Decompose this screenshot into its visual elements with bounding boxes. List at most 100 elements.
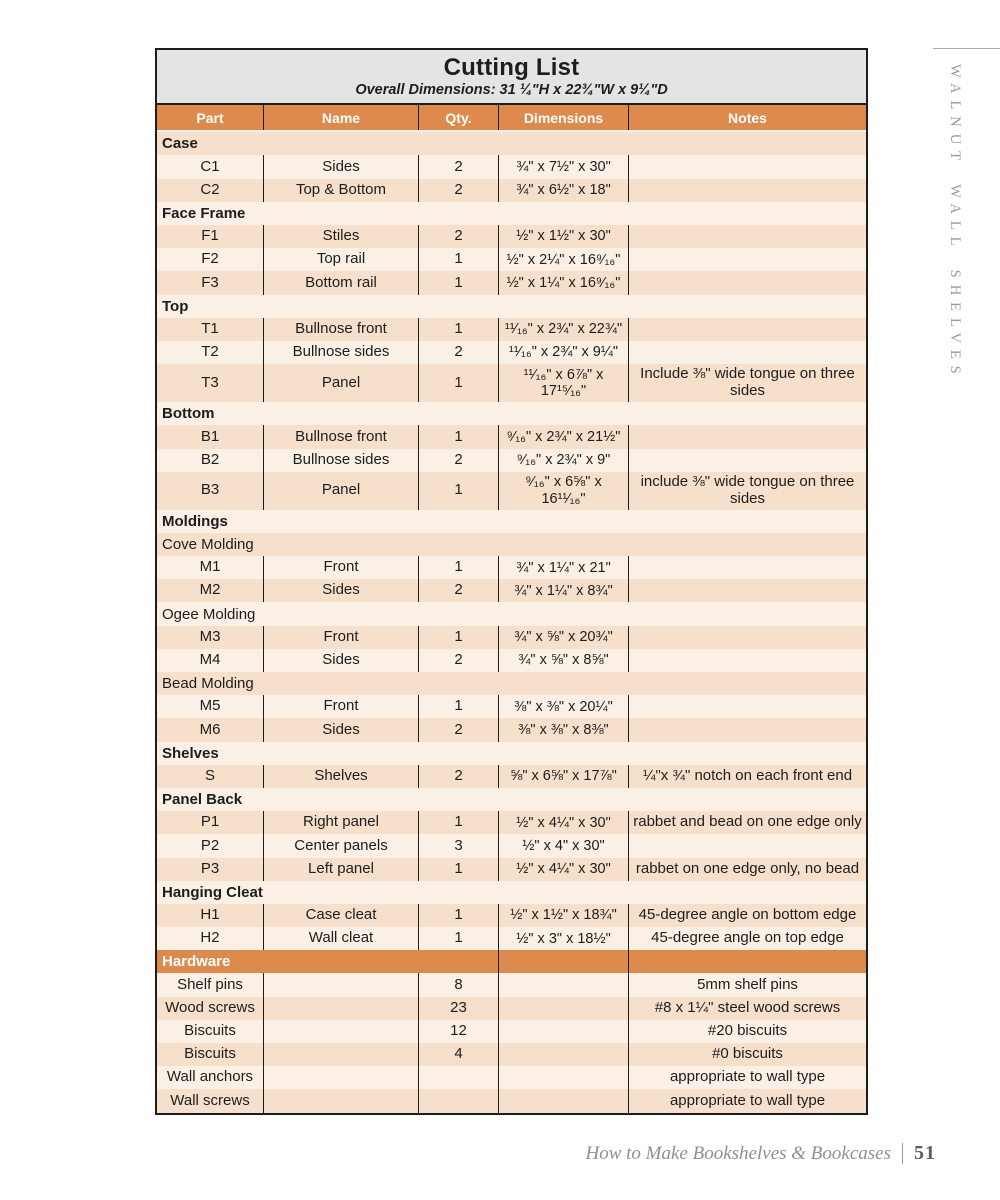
hardware-bar-dim-cell: [498, 950, 628, 974]
hardware-section-label: Hardware: [162, 953, 231, 971]
table-row: T1 Bullnose front 1 ¹¹⁄₁₆" x 2¾" x 22¾": [157, 317, 866, 341]
row-cell-qty: 2: [418, 225, 498, 249]
row-cell-name: Sides: [263, 579, 418, 603]
row-cell-notes: [628, 340, 866, 365]
row-cell-part: M5: [199, 697, 221, 715]
row-cell-notes: Include ⅜" wide tongue on three sides: [628, 364, 866, 403]
table-row: Biscuits 4 #0 biscuits: [157, 1043, 866, 1067]
column-header-notes: Notes: [628, 105, 866, 131]
row-cell-part: M1: [199, 558, 221, 576]
row-cell-dimensions: ⅜" x ⅜" x 20¼": [498, 695, 628, 719]
row-cell-part: M3: [199, 627, 221, 645]
row-cell-dimensions: ¾" x ⅝" x 20¾": [498, 625, 628, 649]
row-cell-qty: 2: [418, 340, 498, 365]
row-cell-name: Sides: [263, 155, 418, 179]
footer-divider: [902, 1143, 903, 1164]
hardware-bar-notes-cell: [628, 950, 866, 974]
section-header-row: Face Frame: [157, 201, 866, 226]
row-cell-notes: [628, 556, 866, 580]
row-cell-notes: [628, 448, 866, 472]
row-cell-part: M4: [199, 651, 221, 669]
table-row: T2 Bullnose sides 2 ¹¹⁄₁₆" x 2¾" x 9¼": [157, 340, 866, 365]
row-cell-notes: [628, 425, 866, 449]
row-cell-dimensions: ¾" x 6½" x 18": [498, 178, 628, 202]
row-cell-dimensions: ¾" x 1¼" x 21": [498, 556, 628, 580]
table-row: M4 Sides 2 ¾" x ⅝" x 8⅝": [157, 648, 866, 673]
row-cell-part: T2: [201, 343, 219, 361]
row-cell-part: M2: [199, 581, 221, 599]
row-cell-name: [263, 996, 418, 1020]
row-cell-dimensions: ¹¹⁄₁₆" x 2¾" x 22¾": [498, 317, 628, 341]
section-header-row: Panel Back: [157, 787, 866, 812]
row-cell-dimensions: ½" x 2¼" x 16⁹⁄₁₆": [498, 248, 628, 272]
row-cell-name: Right panel: [263, 811, 418, 835]
row-cell-name: Left panel: [263, 857, 418, 881]
row-cell-part: Biscuits: [184, 1045, 236, 1063]
row-cell-name: [263, 973, 418, 997]
row-cell-qty: 1: [418, 695, 498, 719]
row-cell-qty: 23: [418, 996, 498, 1020]
row-cell-name: Bottom rail: [263, 271, 418, 295]
row-cell-notes: [628, 248, 866, 272]
row-cell-qty: 1: [418, 556, 498, 580]
table-row: C2 Top & Bottom 2 ¾" x 6½" x 18": [157, 178, 866, 202]
table-row: Wall screws appropriate to wall type: [157, 1089, 866, 1113]
hardware-section-bar: Hardware: [157, 950, 866, 974]
row-cell-name: Top & Bottom: [263, 178, 418, 202]
row-cell-name: Bullnose front: [263, 425, 418, 449]
row-cell-dimensions: ¾" x ⅝" x 8⅝": [498, 648, 628, 673]
row-cell-dimensions: ¾" x 7½" x 30": [498, 155, 628, 179]
table-row: M6 Sides 2 ⅜" x ⅜" x 8⅜": [157, 718, 866, 742]
row-cell-name: [263, 1066, 418, 1090]
row-cell-name: [263, 1089, 418, 1113]
row-cell-qty: 1: [418, 248, 498, 272]
row-cell-qty: 1: [418, 903, 498, 928]
row-cell-qty: 8: [418, 973, 498, 997]
row-cell-part: H1: [200, 906, 220, 924]
row-cell-notes: #20 biscuits: [628, 1019, 866, 1044]
row-cell-qty: [418, 1066, 498, 1090]
row-cell-notes: [628, 155, 866, 179]
row-cell-part: M6: [199, 720, 221, 738]
table-row: H2 Wall cleat 1 ½" x 3" x 18½" 45-degree ang…: [157, 927, 866, 951]
table-row: S Shelves 2 ⅝" x 6⅝" x 17⅞" ¼"x ¾" notch on …: [157, 764, 866, 788]
section-header-row: Bead Molding: [157, 672, 866, 696]
row-cell-part: T1: [201, 319, 219, 337]
row-cell-dimensions: ¾" x 1¼" x 8¾": [498, 579, 628, 603]
table-row: H1 Case cleat 1 ½" x 1½" x 18¾" 45-degree an…: [157, 903, 866, 928]
row-cell-name: Bullnose front: [263, 317, 418, 341]
row-cell-qty: 1: [418, 317, 498, 341]
table-row: Shelf pins 8 5mm shelf pins: [157, 973, 866, 997]
row-cell-dimensions: [498, 1043, 628, 1067]
row-cell-notes: include ⅜" wide tongue on three sides: [628, 471, 866, 510]
row-cell-dimensions: [498, 1089, 628, 1113]
row-cell-part: F2: [201, 250, 219, 268]
table-row: F1 Stiles 2 ½" x 1½" x 30": [157, 225, 866, 249]
row-cell-dimensions: ¹¹⁄₁₆" x 2¾" x 9¼": [498, 340, 628, 365]
row-cell-part: B2: [200, 450, 220, 468]
row-cell-dimensions: ⅝" x 6⅝" x 17⅞": [498, 764, 628, 788]
row-cell-notes: [628, 834, 866, 858]
row-cell-part: C2: [200, 180, 220, 198]
row-cell-notes: 45-degree angle on top edge: [628, 927, 866, 951]
row-cell-qty: 1: [418, 625, 498, 649]
row-cell-dimensions: [498, 996, 628, 1020]
row-cell-dimensions: ½" x 4" x 30": [498, 834, 628, 858]
row-cell-name: Bullnose sides: [263, 340, 418, 365]
row-cell-qty: 4: [418, 1043, 498, 1067]
row-cell-name: Center panels: [263, 834, 418, 858]
table-rows: Case C1 Sides 2 ¾" x 7½" x 30" C2 Top & Bottom…: [157, 132, 866, 1113]
row-cell-name: Sides: [263, 648, 418, 673]
row-cell-notes: #0 biscuits: [628, 1043, 866, 1067]
column-header-dimensions: Dimensions: [498, 105, 628, 131]
row-cell-qty: 2: [418, 155, 498, 179]
row-cell-part: T3: [201, 373, 219, 391]
table-subtitle: Overall Dimensions: 31 ¼"H x 22¾"W x 9¼"…: [355, 81, 668, 98]
row-cell-name: Top rail: [263, 248, 418, 272]
table-row: P1 Right panel 1 ½" x 4¼" x 30" rabbet and b…: [157, 811, 866, 835]
row-cell-part: B1: [200, 427, 220, 445]
row-cell-name: Front: [263, 695, 418, 719]
table-row: P2 Center panels 3 ½" x 4" x 30": [157, 834, 866, 858]
section-header-row: Case: [157, 132, 866, 156]
row-cell-part: Wood screws: [165, 998, 255, 1016]
